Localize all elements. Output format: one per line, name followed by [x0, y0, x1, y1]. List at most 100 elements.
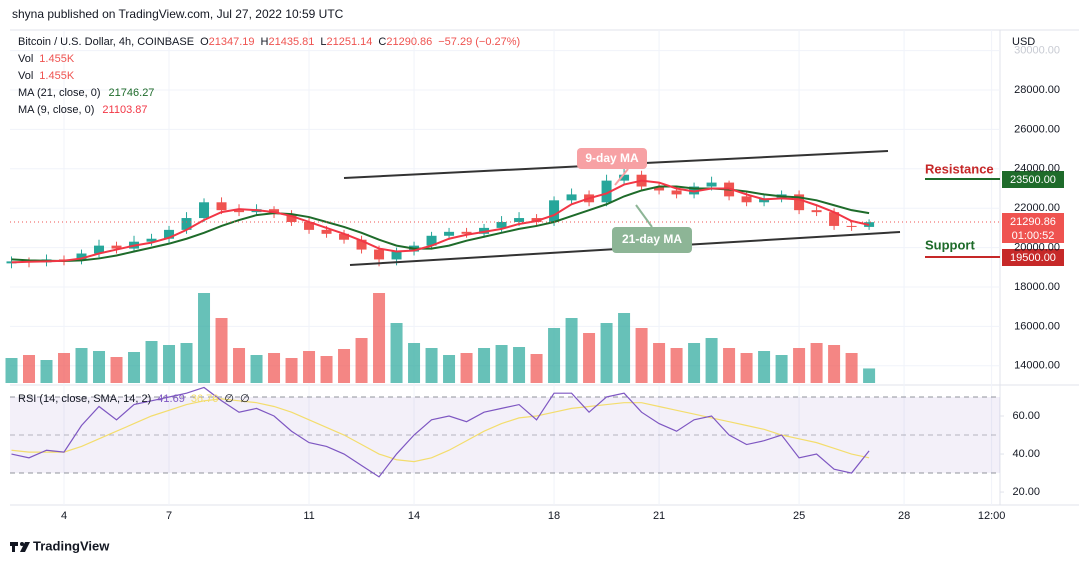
candle-body [566, 194, 577, 201]
volume-bar [775, 355, 788, 383]
candle-body [654, 186, 665, 191]
volume-bar [285, 358, 298, 383]
volume-bar [180, 343, 193, 383]
volume-bar [163, 345, 176, 383]
legend-line: MA (9, close, 0) 21103.87 [18, 104, 148, 116]
candle-body [321, 229, 332, 234]
ma9-label-box [577, 148, 647, 169]
volume-bar [618, 313, 631, 383]
candle-body [94, 245, 105, 254]
y-tick-label: 24000.00 [1014, 163, 1060, 175]
candle-body [461, 231, 472, 234]
volume-bar [215, 318, 228, 383]
volume-bar [513, 347, 526, 383]
candle-body [76, 253, 87, 261]
candle-body [741, 196, 752, 203]
candle-body [601, 180, 612, 203]
candle-body [706, 182, 717, 187]
volume-bar [670, 348, 683, 383]
candle-body [846, 225, 857, 227]
legend-item: MA (9, close, 0) [18, 104, 94, 116]
candle-body [234, 210, 245, 213]
volume-bar [58, 353, 71, 383]
candle-body [426, 235, 437, 246]
ma21-label-box [612, 227, 692, 253]
volume [5, 293, 876, 383]
resistance-label: Resistance [925, 161, 994, 176]
legend-item: Vol [18, 53, 33, 65]
volume-bar [460, 353, 473, 383]
legend-item: 1.455K [39, 70, 75, 82]
currency: USD [1012, 36, 1035, 48]
volume-bar [600, 323, 613, 383]
candle-body [444, 231, 455, 236]
volume-bar [145, 341, 158, 383]
volume-bar [373, 293, 386, 383]
grid [10, 30, 1004, 505]
volume-bar [303, 351, 316, 383]
rsi-tick-label: 20.00 [1012, 486, 1040, 498]
candle-body [514, 218, 525, 222]
legend-item: 21103.87 [102, 104, 147, 116]
logo [10, 542, 30, 552]
volume-bar [338, 349, 351, 383]
volume-bar [443, 355, 456, 383]
legend-line: Vol 1.455K [18, 53, 75, 65]
legend-item: ∅ [224, 393, 234, 405]
volume-bar [565, 318, 578, 383]
y-tick-label: 28000.00 [1014, 84, 1060, 96]
rsi-legend: RSI (14, close, SMA, 14, 2) 41.69 36.76 ∅ ∅ [18, 393, 250, 405]
volume-bar [845, 353, 858, 383]
candle-body [794, 194, 805, 211]
price-tag [1002, 213, 1064, 243]
publish-header: shyna published on TradingView.com, Jul … [12, 7, 344, 21]
legend-item: 21746.27 [109, 87, 155, 99]
legend-item: RSI (14, close, SMA, 14, 2) [18, 393, 151, 405]
x-tick-label: 25 [793, 510, 805, 522]
y-tick-label: 20000.00 [1014, 242, 1060, 254]
volume-bar [23, 355, 36, 383]
y-tick-label: 26000.00 [1014, 123, 1060, 135]
rsi-ma-line [11, 398, 870, 463]
volume-bar [495, 345, 508, 383]
footer-brand: TradingView [33, 538, 110, 553]
volume-bar [128, 352, 141, 383]
rsi-tick-label: 40.00 [1012, 448, 1040, 460]
volume-bar [863, 368, 876, 383]
candle-body [374, 249, 385, 260]
symbol: Bitcoin / U.S. Dollar, 4h, COINBASE [18, 36, 194, 48]
y-tick-label: 22000.00 [1014, 202, 1060, 214]
candle-body [496, 221, 507, 228]
volume-bar [320, 356, 333, 383]
x-tick-label: 18 [548, 510, 560, 522]
legend-item: 21435.81 [268, 36, 314, 48]
x-tick-label: 12:00 [978, 510, 1006, 522]
volume-bar [233, 348, 246, 383]
x-tick-label: 14 [408, 510, 420, 522]
legend-item: MA (21, close, 0) [18, 87, 101, 99]
rsi-line [11, 386, 870, 478]
volume-bar [740, 353, 753, 383]
volume-bar [5, 358, 18, 383]
volume-bar [530, 354, 543, 383]
x-tick-label: 11 [303, 510, 314, 522]
volume-bar [425, 348, 438, 383]
candle-body [216, 202, 227, 211]
x-tick-label: 4 [61, 510, 67, 522]
countdown: 01:00:52 [1012, 230, 1055, 242]
candle-body [391, 251, 402, 260]
volume-bar [355, 338, 368, 383]
volume-bar [268, 353, 281, 383]
ma21-label: 21-day MA [622, 232, 682, 246]
lines [11, 179, 870, 478]
candle-body [286, 214, 297, 222]
candle-body [829, 212, 840, 226]
y-tick-label: 18000.00 [1014, 281, 1060, 293]
price-tag [1002, 249, 1064, 266]
candle-body [181, 218, 192, 230]
candle-body [671, 190, 682, 195]
legend-item: ∅ [240, 393, 250, 405]
resistance-price: 23500.00 [1010, 174, 1056, 186]
